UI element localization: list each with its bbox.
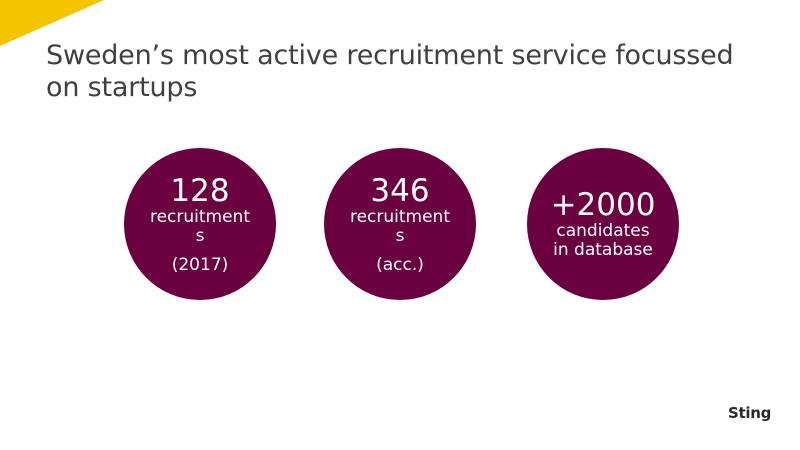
slide-title: Sweden’s most active recruitment service… xyxy=(46,40,734,103)
stat-circle-recruitments-2017: 128 recruitments (2017) xyxy=(124,148,276,300)
sting-logo: Sting xyxy=(728,404,772,422)
stat-number: 128 xyxy=(170,172,230,209)
stat-number: 346 xyxy=(370,172,430,209)
stat-description: recruitments xyxy=(349,206,451,246)
stat-note: (acc.) xyxy=(376,254,424,275)
stat-description: candidates in database xyxy=(553,221,653,260)
stat-description: recruitments xyxy=(149,206,251,246)
stat-circle-recruitments-accumulated: 346 recruitments (acc.) xyxy=(324,148,476,300)
stat-note: (2017) xyxy=(171,254,229,275)
stat-circle-candidates: +2000 candidates in database xyxy=(527,148,679,300)
corner-accent-shape xyxy=(0,0,104,46)
stat-number: +2000 xyxy=(550,187,656,223)
